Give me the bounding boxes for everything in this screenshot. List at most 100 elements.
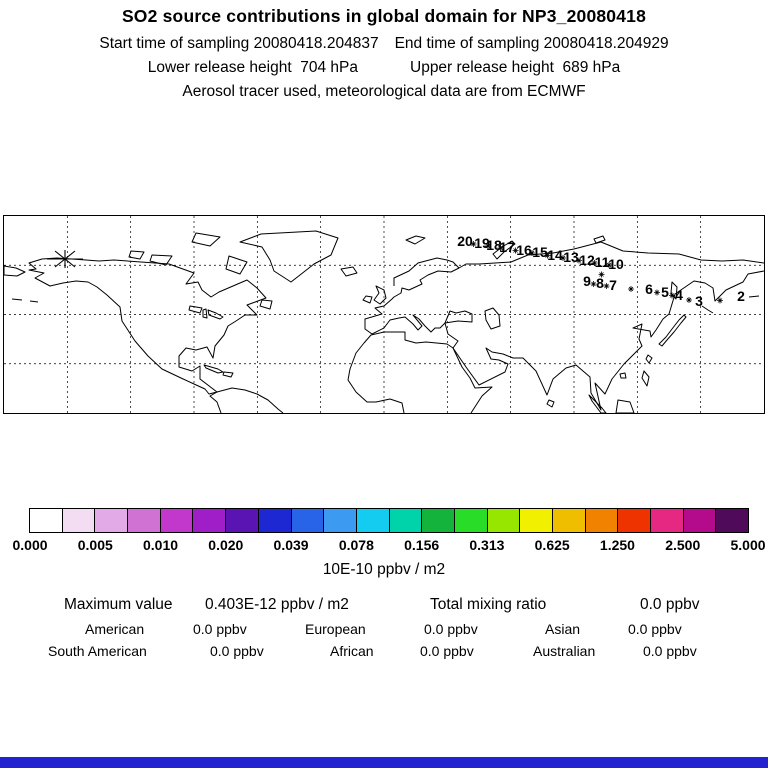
trajectory-point-label: 20 — [457, 233, 473, 249]
footer-bar — [0, 757, 768, 768]
coastline-southeast-asia-islands — [546, 354, 653, 413]
trajectory-point-label: 14 — [547, 247, 563, 263]
colorbar-tick-label: 0.020 — [208, 537, 244, 553]
colorbar-tick-label: 1.250 — [599, 537, 635, 553]
trajectory-point-label: 3 — [695, 293, 703, 309]
coastline-british-isles — [362, 285, 387, 305]
trajectory-marker-icon — [470, 241, 477, 247]
colorbar-tick-row: 0.000 0.005 0.010 0.020 0.039 0.078 0.156 0.313… — [12, 537, 765, 555]
coastline-iceland — [340, 266, 358, 277]
colorbar-tick-label: 0.010 — [143, 537, 179, 553]
trajectory-marker-icon — [591, 260, 598, 266]
colorbar-tick-label: 2.500 — [665, 537, 701, 553]
trajectory-marker-icon — [497, 245, 504, 251]
colorbar-segment — [30, 509, 63, 532]
colorbar-segment — [422, 509, 455, 532]
colorbar-tick-label: 0.078 — [338, 537, 374, 553]
colorbar-segment — [553, 509, 586, 532]
colorbar-tick-label: 0.000 — [12, 537, 48, 553]
colorbar — [29, 508, 749, 533]
trajectory-point-label: 8 — [596, 275, 604, 291]
colorbar-segment — [683, 509, 717, 532]
maximum-value-label: Maximum value — [64, 596, 173, 613]
coastlines — [4, 230, 764, 413]
coastline-asia — [452, 241, 764, 411]
trajectory-marker-icon — [576, 257, 582, 264]
receptor-marker-group — [47, 250, 83, 268]
colorbar-tick-label: 5.000 — [730, 537, 766, 553]
trajectory-marker-icon — [598, 271, 605, 278]
colorbar-segment — [160, 509, 194, 532]
region-name-australian: Australian — [533, 643, 596, 659]
region-name-south-american: South American — [48, 643, 147, 659]
colorbar-segment — [585, 509, 619, 532]
trajectory-marker-icon — [669, 292, 675, 299]
coastline-north-america — [28, 257, 267, 395]
page-title: SO2 source contributions in global domai… — [121, 6, 647, 26]
coastline-japan — [658, 314, 687, 347]
header-title-row: SO2 source contributions in global domai… — [0, 6, 768, 27]
colorbar-segment — [389, 509, 423, 532]
colorbar-units-label: 10E-10 ppbv / m2 — [322, 561, 446, 578]
trajectory-point-label: 4 — [675, 287, 683, 303]
trajectory-marker-icon — [544, 252, 551, 259]
coastline-africa — [347, 331, 493, 413]
colorbar-tick-label: 0.313 — [469, 537, 505, 553]
trajectory-marker-icon — [512, 247, 519, 254]
colorbar-segment — [193, 509, 227, 532]
trajectory-marker-icon — [686, 297, 692, 303]
trajectory-point-label: 19 — [474, 235, 490, 251]
total-mixing-ratio-value: 0.0 ppbv — [640, 596, 700, 613]
region-value-south-american: 0.0 ppbv — [210, 643, 264, 659]
coastline-chukotka-west-edge — [4, 265, 26, 277]
coastline-europe — [364, 257, 473, 349]
region-value-european: 0.0 ppbv — [424, 621, 478, 637]
coastline-sakhalin — [670, 281, 678, 300]
trajectory-marker-icon — [590, 281, 597, 287]
trajectory-point-label: 18 — [486, 237, 502, 253]
region-name-european: European — [305, 621, 366, 637]
graticule — [4, 216, 764, 413]
coastline-south-america — [209, 387, 284, 413]
maximum-value: 0.403E-12 ppbv / m2 — [205, 596, 349, 613]
region-name-american: American — [85, 621, 145, 637]
region-value-african: 0.0 ppbv — [420, 643, 474, 659]
trajectory-marker-icon — [529, 250, 535, 256]
world-map: 20 19 18 17 16 15 14 13 12 11 10 9 8 7 6 5 4 3 2 — [3, 215, 765, 414]
coastline-canadian-arctic-islands — [128, 232, 248, 275]
trajectory-point-label: 13 — [563, 249, 579, 265]
stats-row-maximum: Maximum value 0.403E-12 ppbv / m2 Total … — [0, 596, 768, 615]
trajectory-marker-icon — [606, 262, 612, 268]
trajectory-point-label: 7 — [609, 277, 617, 293]
coastline-newfoundland — [259, 299, 273, 310]
region-name-asian: Asian — [545, 621, 581, 637]
coastline-caribbean-islands — [203, 364, 234, 378]
trajectory-point-label: 5 — [661, 284, 669, 300]
stats-row-regions-1: American 0.0 ppbv European 0.0 ppbv Asia… — [0, 621, 768, 640]
sampling-times-row: Start time of sampling 20080418.204837 E… — [0, 35, 768, 53]
colorbar-segment — [324, 509, 357, 532]
trajectory-marker-icon — [717, 297, 723, 304]
tracer-info-row: Aerosol tracer used, meteorological data… — [0, 83, 768, 101]
coastline-greenland — [239, 230, 339, 283]
colorbar-segment — [356, 509, 390, 532]
release-heights-row: Lower release height 704 hPa Upper relea… — [0, 59, 768, 77]
trajectory-marker-icon — [628, 286, 634, 292]
colorbar-segment — [618, 509, 652, 532]
colorbar-segment — [258, 509, 292, 532]
start-time-text: Start time of sampling 20080418.204837 — [99, 35, 379, 52]
receptor-star-icon — [47, 250, 83, 268]
trajectory-marker-icon — [654, 289, 660, 296]
coastline-great-lakes — [188, 305, 224, 320]
colorbar-segment — [454, 509, 488, 532]
trajectory-marker-icon — [603, 283, 610, 289]
trajectory-point-label: 9 — [583, 273, 591, 289]
end-time-text: End time of sampling 20080418.204929 — [394, 35, 669, 52]
trajectory-point-label: 16 — [516, 242, 532, 258]
trajectory-point-label: 17 — [499, 239, 515, 255]
region-value-american: 0.0 ppbv — [193, 621, 247, 637]
tracer-info-text: Aerosol tracer used, meteorological data… — [182, 83, 586, 100]
trajectory-point-label: 11 — [595, 254, 610, 270]
